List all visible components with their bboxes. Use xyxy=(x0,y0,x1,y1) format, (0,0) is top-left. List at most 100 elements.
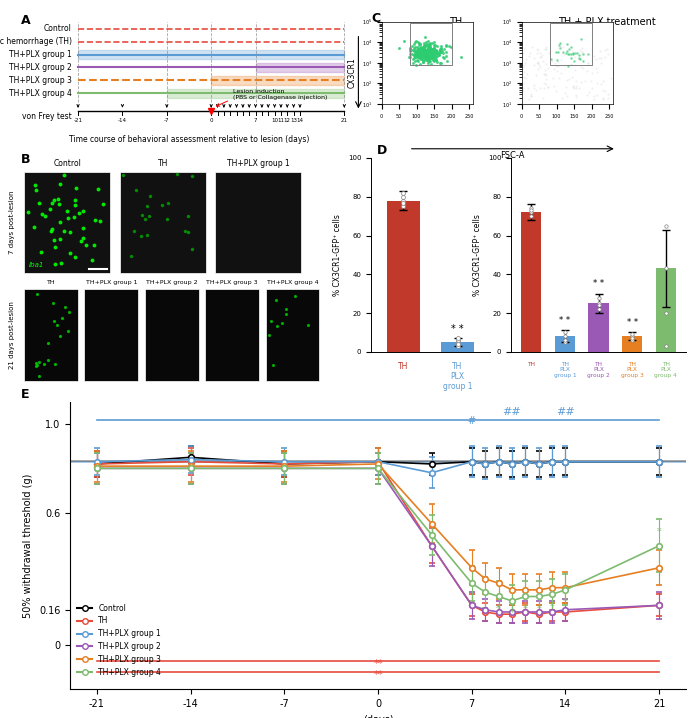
Bar xyxy=(387,200,420,352)
Point xyxy=(626,330,638,342)
FancyBboxPatch shape xyxy=(145,289,199,381)
Point xyxy=(435,57,447,69)
Point xyxy=(433,47,444,58)
Point xyxy=(409,38,420,50)
Point xyxy=(538,68,550,80)
Point xyxy=(426,45,438,57)
Point xyxy=(430,51,441,62)
Point xyxy=(427,47,438,59)
Point xyxy=(417,48,428,60)
Point xyxy=(569,52,580,63)
Point xyxy=(554,42,566,54)
Point xyxy=(593,297,604,309)
Point xyxy=(575,62,587,73)
Point xyxy=(420,50,431,61)
Point xyxy=(597,92,608,103)
Point xyxy=(417,51,428,62)
Point xyxy=(416,43,427,55)
Text: Lesion induction
(PBS or Collagenase injection): Lesion induction (PBS or Collagenase inj… xyxy=(233,89,328,100)
Point xyxy=(416,52,428,63)
Point xyxy=(424,42,435,54)
Point xyxy=(431,56,442,67)
Point xyxy=(530,69,541,80)
Text: 13: 13 xyxy=(290,118,297,123)
Text: TH+PLX group 2: TH+PLX group 2 xyxy=(146,281,197,286)
Point xyxy=(429,39,440,51)
Point xyxy=(568,80,579,91)
Point xyxy=(569,47,580,59)
Point xyxy=(424,38,435,50)
Point xyxy=(419,51,430,62)
Point xyxy=(410,50,421,62)
Point xyxy=(419,51,430,62)
Point xyxy=(551,85,562,96)
Point xyxy=(581,48,592,60)
Point xyxy=(438,52,449,64)
Point xyxy=(526,210,537,222)
Point xyxy=(427,45,438,56)
Point xyxy=(412,47,423,59)
Point xyxy=(546,53,557,65)
Point xyxy=(568,55,579,67)
Point xyxy=(524,47,536,59)
Point xyxy=(426,44,437,55)
Text: ##: ## xyxy=(503,407,522,417)
Point xyxy=(407,57,419,69)
Point xyxy=(519,77,530,88)
Point xyxy=(419,44,430,55)
Point xyxy=(427,49,438,60)
Point xyxy=(530,85,541,96)
Point xyxy=(528,79,540,90)
Point xyxy=(559,335,570,346)
Point xyxy=(536,51,547,62)
Point xyxy=(428,47,440,58)
Text: TH+PLX group 3: TH+PLX group 3 xyxy=(206,281,258,286)
Point xyxy=(426,52,437,64)
Point xyxy=(526,205,537,216)
Y-axis label: % CX3CR1-GFP⁺ cells: % CX3CR1-GFP⁺ cells xyxy=(473,214,482,296)
Point xyxy=(552,60,564,72)
Point xyxy=(398,195,409,206)
Point xyxy=(518,66,529,78)
Point xyxy=(540,74,552,85)
Point xyxy=(426,47,437,58)
Point xyxy=(424,52,435,63)
Point xyxy=(434,57,445,69)
FancyBboxPatch shape xyxy=(85,289,139,381)
Point xyxy=(426,58,437,70)
Point xyxy=(603,49,614,60)
Point xyxy=(425,42,436,54)
Bar xyxy=(589,303,608,352)
Point xyxy=(594,52,605,63)
Point xyxy=(576,42,587,54)
Point xyxy=(595,78,606,90)
Point xyxy=(423,45,434,57)
Point xyxy=(562,61,573,73)
Point xyxy=(405,43,416,55)
Point xyxy=(540,68,551,80)
Point xyxy=(419,51,430,62)
Point xyxy=(428,43,440,55)
Text: **: ** xyxy=(373,659,383,669)
Point xyxy=(422,51,433,62)
Point xyxy=(567,49,578,60)
Bar xyxy=(441,342,474,352)
Text: *: * xyxy=(657,526,661,536)
Point xyxy=(404,51,415,62)
Point xyxy=(556,55,567,66)
Point xyxy=(582,48,594,60)
Point xyxy=(537,92,548,103)
Point xyxy=(410,47,421,58)
Point xyxy=(404,51,415,62)
Point xyxy=(443,40,454,52)
Point xyxy=(524,50,535,62)
Point xyxy=(531,44,542,55)
Point xyxy=(416,42,427,53)
Text: Time course of behavioral assessment relative to lesion (days): Time course of behavioral assessment rel… xyxy=(69,135,309,144)
Point xyxy=(561,90,572,102)
Point xyxy=(566,41,577,52)
Point xyxy=(417,50,428,61)
Point xyxy=(565,57,576,69)
Point xyxy=(416,51,427,62)
Point xyxy=(452,332,463,344)
